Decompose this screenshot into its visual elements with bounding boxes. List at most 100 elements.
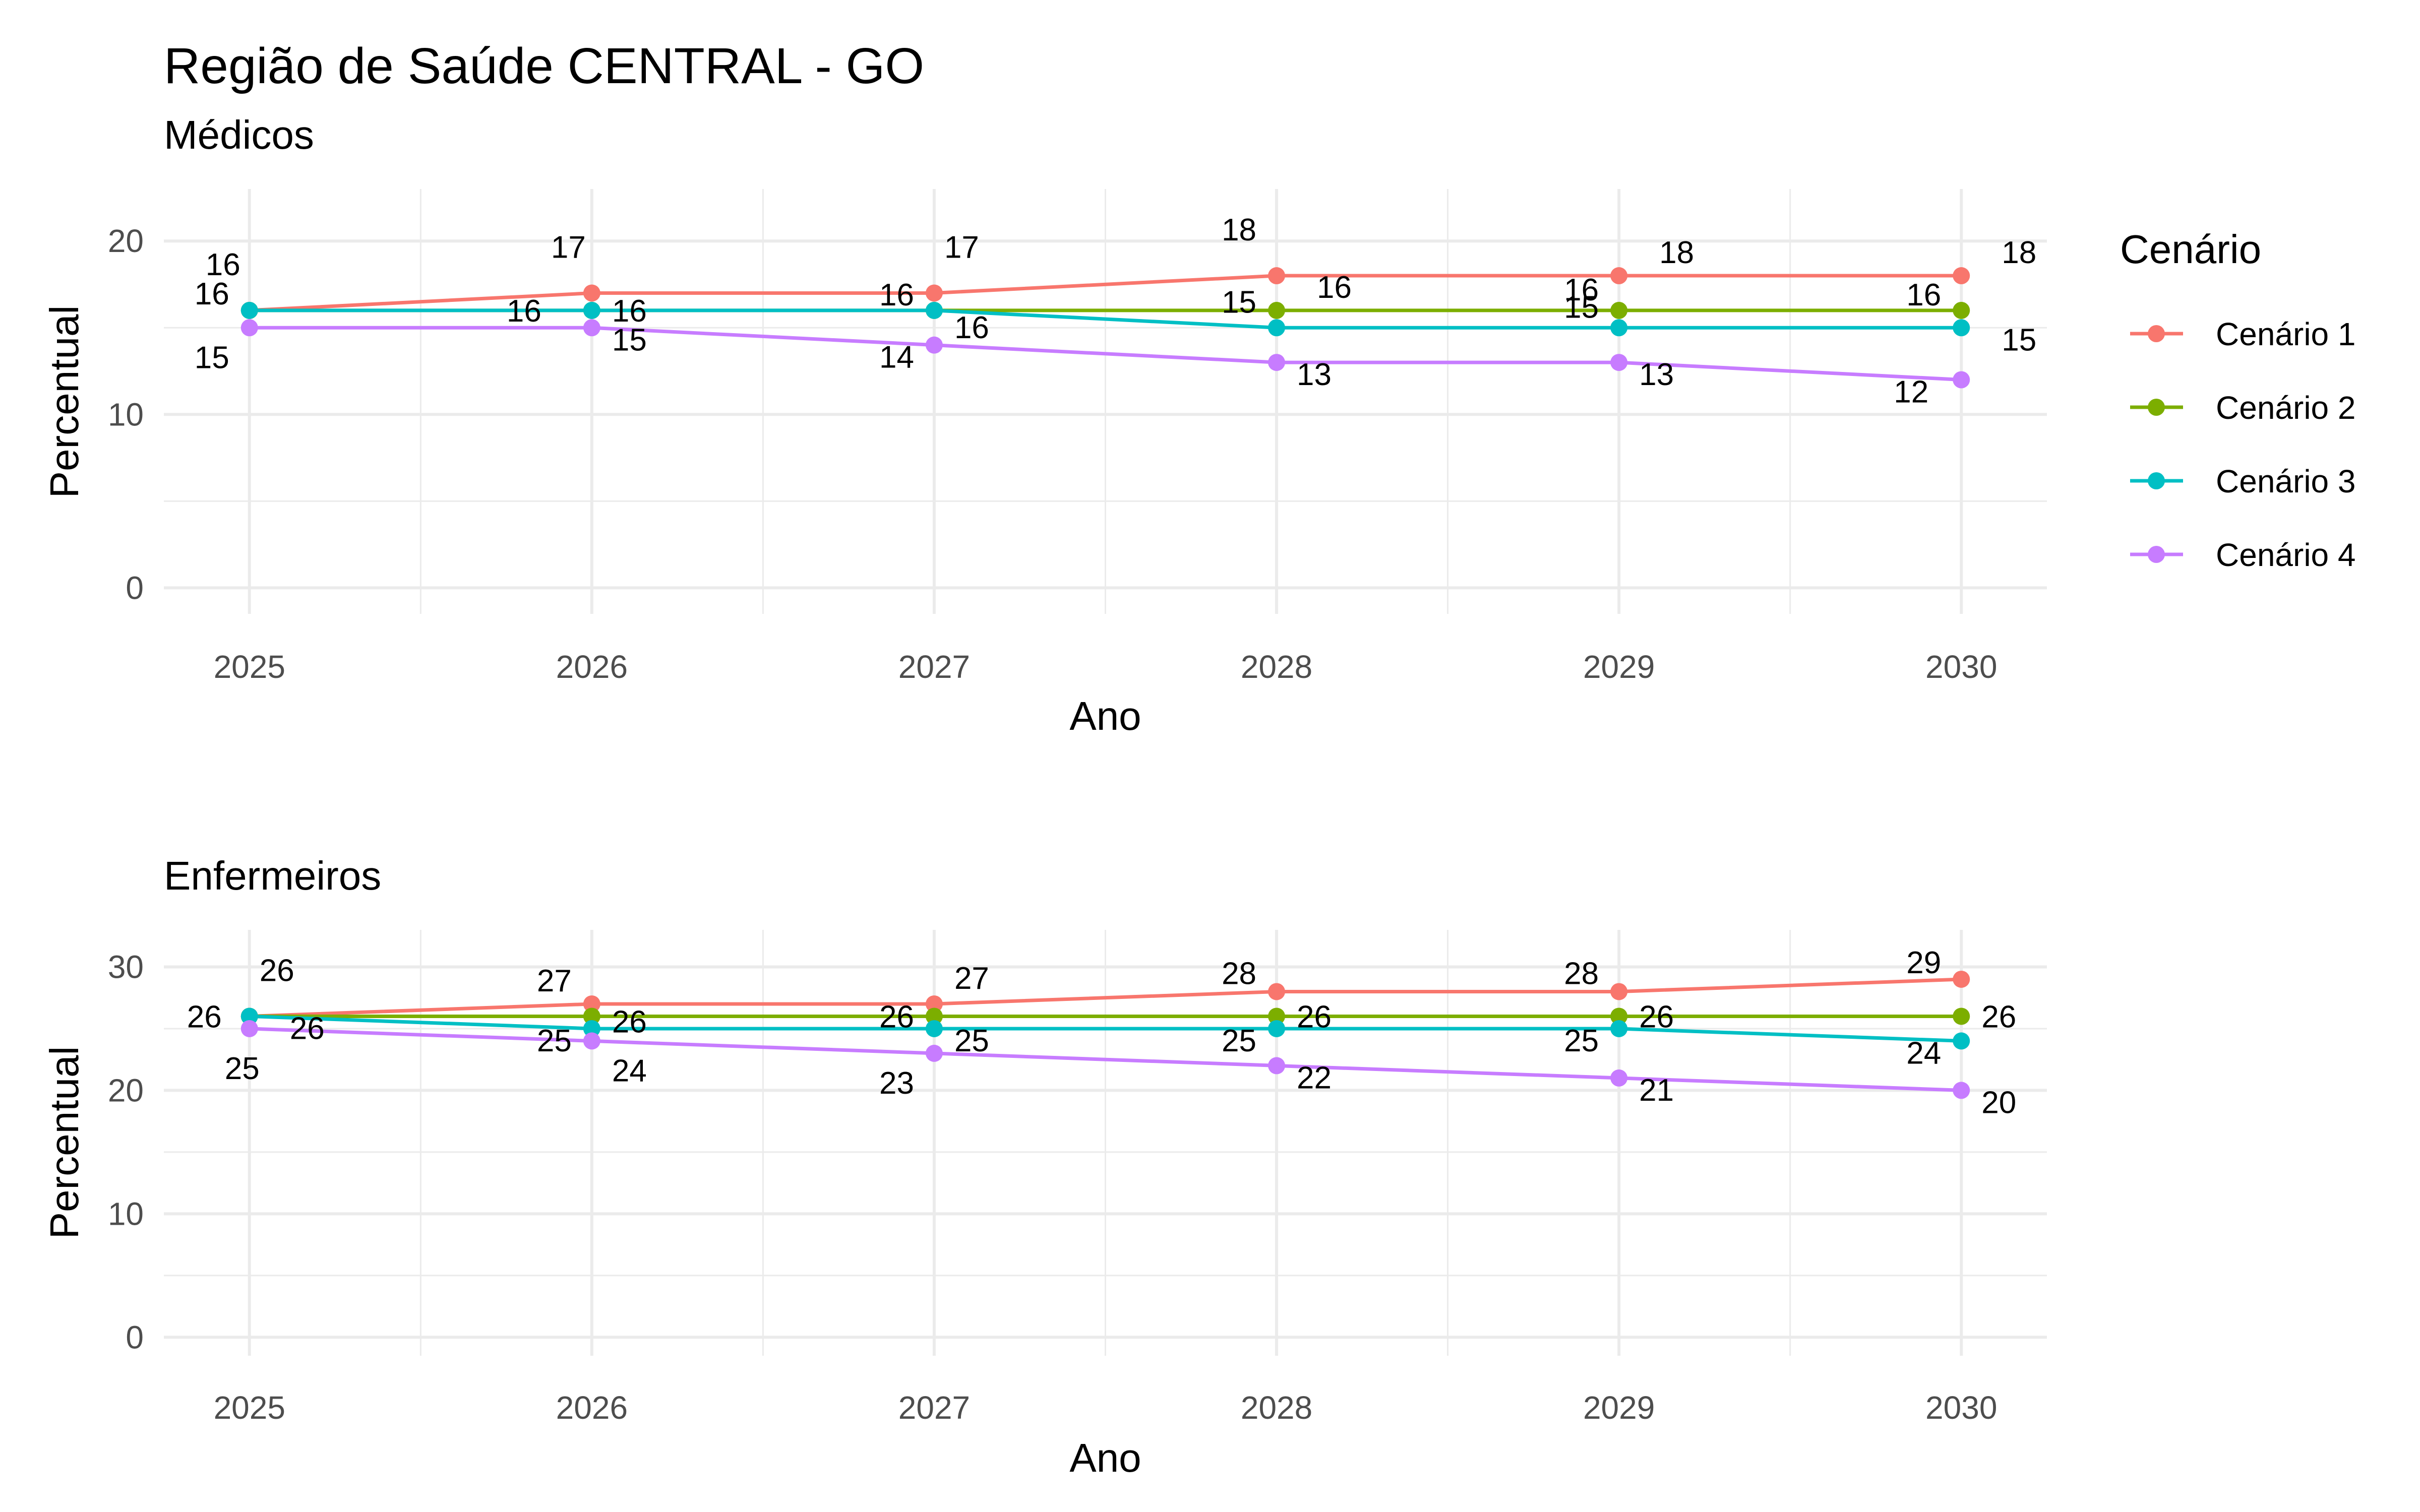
y-tick-label: 10	[108, 396, 144, 432]
data-label: 24	[612, 1053, 647, 1088]
x-tick-label: 2025	[214, 649, 285, 685]
data-label: 16	[195, 277, 229, 311]
data-label: 18	[1222, 213, 1256, 247]
x-tick-label: 2025	[214, 1390, 285, 1426]
x-tick-label: 2029	[1583, 649, 1655, 685]
series-line	[249, 308, 1962, 330]
data-point	[583, 995, 600, 1013]
data-point	[925, 1020, 943, 1037]
data-point	[1268, 1007, 1286, 1025]
data-point	[925, 284, 943, 302]
data-label: 26	[1981, 999, 2016, 1034]
data-point	[1268, 301, 1286, 319]
data-label: 28	[1564, 956, 1599, 991]
series-line	[249, 1014, 1962, 1043]
data-label: 15	[1222, 285, 1256, 320]
data-point	[1953, 1082, 1970, 1099]
data-point	[1268, 983, 1286, 1000]
data-point	[583, 301, 600, 319]
legend-label: Cenário 2	[2216, 390, 2356, 426]
data-point	[1953, 1007, 1970, 1025]
data-label: 16	[507, 294, 541, 329]
x-tick-label: 2028	[1241, 649, 1312, 685]
data-point	[583, 284, 600, 302]
data-point	[583, 319, 600, 337]
y-tick-label: 0	[126, 570, 144, 606]
x-tick-label: 2030	[1925, 649, 1997, 685]
x-tick-label: 2030	[1925, 1390, 1997, 1426]
data-label: 15	[612, 323, 647, 357]
data-point	[240, 319, 258, 337]
x-axis-title: Ano	[1069, 1435, 1141, 1480]
data-label: 24	[1906, 1036, 1941, 1070]
series-line	[249, 977, 1962, 1018]
legend-title: Cenário	[2120, 227, 2261, 272]
legend-key-point	[2148, 325, 2165, 342]
data-label: 26	[290, 1011, 325, 1046]
data-point	[1953, 301, 1970, 319]
x-axis-title: Ano	[1069, 694, 1141, 738]
data-label: 18	[1659, 235, 1694, 270]
data-label: 16	[206, 247, 240, 282]
data-label: 27	[537, 964, 572, 998]
data-point	[1268, 354, 1286, 371]
data-point	[925, 995, 943, 1013]
series-line	[249, 274, 1962, 312]
data-label: 17	[551, 230, 586, 265]
data-label: 16	[1317, 270, 1352, 305]
data-label: 26	[260, 953, 294, 988]
data-label: 15	[195, 340, 229, 375]
data-label: 26	[187, 999, 222, 1034]
y-tick-label: 20	[108, 223, 144, 259]
data-label: 28	[1222, 956, 1256, 991]
y-tick-label: 20	[108, 1072, 144, 1108]
data-label: 16	[1564, 273, 1599, 307]
data-label: 20	[1981, 1085, 2016, 1120]
y-tick-label: 0	[126, 1319, 144, 1355]
x-tick-label: 2029	[1583, 1390, 1655, 1426]
data-label: 21	[1639, 1073, 1674, 1108]
legend-label: Cenário 1	[2216, 316, 2356, 352]
data-label: 23	[879, 1066, 914, 1101]
data-point	[583, 1020, 600, 1037]
data-point	[1953, 319, 1970, 337]
data-point	[1268, 1020, 1286, 1037]
data-label: 22	[1297, 1060, 1332, 1095]
y-axis-title: Percentual	[42, 1046, 87, 1239]
panel-subtitle: Médicos	[164, 112, 314, 157]
data-point	[1610, 1069, 1628, 1087]
data-label: 25	[537, 1024, 572, 1058]
x-tick-label: 2026	[556, 649, 628, 685]
data-point	[1953, 1032, 1970, 1050]
legend-key-point	[2148, 472, 2165, 489]
y-axis-title: Percentual	[42, 305, 87, 498]
data-point	[583, 1007, 600, 1025]
y-tick-label: 10	[108, 1195, 144, 1232]
data-point	[1953, 970, 1970, 988]
data-label: 25	[1564, 1024, 1599, 1058]
data-point	[925, 301, 943, 319]
legend-key-point	[2148, 546, 2165, 563]
data-point	[1268, 267, 1286, 285]
data-point	[1953, 371, 1970, 389]
series-line	[249, 1027, 1962, 1092]
data-label: 25	[1222, 1024, 1256, 1058]
data-label: 26	[612, 1004, 647, 1039]
data-label: 17	[944, 230, 979, 265]
data-point	[1610, 354, 1628, 371]
x-tick-label: 2027	[898, 649, 970, 685]
data-label: 26	[1639, 999, 1674, 1034]
data-point	[925, 1007, 943, 1025]
panel-subtitle: Enfermeiros	[164, 853, 381, 898]
x-tick-label: 2027	[898, 1390, 970, 1426]
legend: Cenário Cenário 1 Cenário 2 Cenário 3 Cenár…	[2120, 227, 2356, 573]
data-point	[1610, 1020, 1628, 1037]
data-label: 26	[1297, 999, 1332, 1034]
data-label: 13	[1639, 357, 1674, 392]
data-label: 16	[195, 277, 229, 311]
data-point	[1268, 319, 1286, 337]
data-label: 27	[954, 961, 989, 996]
data-label: 16	[879, 278, 914, 312]
y-tick-label: 30	[108, 949, 144, 985]
